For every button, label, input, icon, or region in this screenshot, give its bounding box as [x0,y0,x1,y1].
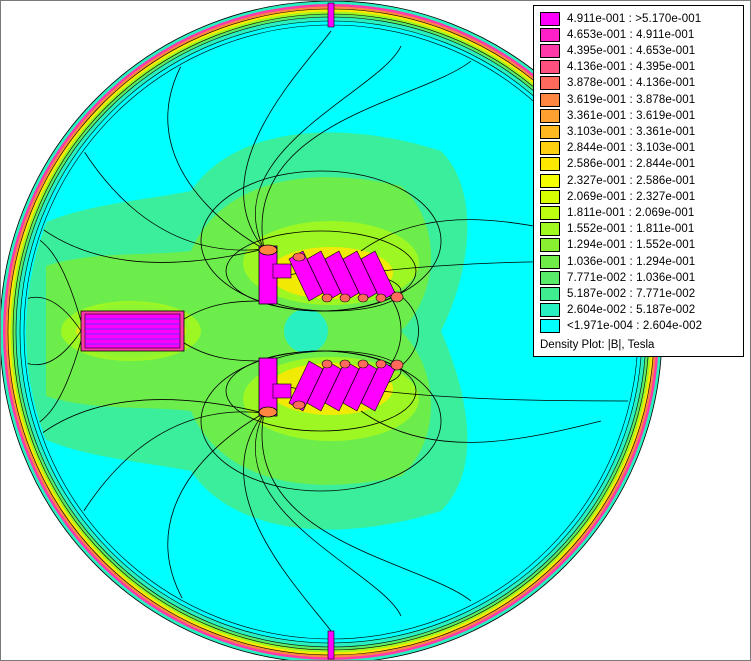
legend-label: 4.136e-001 : 4.395e-001 [567,61,696,74]
legend-label: 1.294e-001 : 1.552e-001 [567,239,696,252]
legend-label: <1.971e-004 : 2.604e-002 [567,320,703,333]
legend-label: 4.395e-001 : 4.653e-001 [567,44,696,57]
legend-label: 1.036e-001 : 1.294e-001 [567,255,696,268]
legend-label: 1.811e-001 : 2.069e-001 [567,206,695,219]
legend-label: 2.586e-001 : 2.844e-001 [567,158,696,171]
legend-label: 3.878e-001 : 4.136e-001 [567,77,696,90]
lower-pole [258,357,404,418]
shell-slot-markers [327,2,335,660]
legend-label: 4.653e-001 : 4.911e-001 [567,28,695,41]
legend-swatch [540,319,560,334]
legend-entry: 3.103e-001 : 3.361e-001 [540,124,695,139]
legend-label: 3.103e-001 : 3.361e-001 [567,125,696,138]
legend-entry: 1.552e-001 : 1.811e-001 [540,222,694,237]
legend-swatch [540,270,560,285]
legend-label: 1.552e-001 : 1.811e-001 [567,223,695,236]
left-core [73,301,191,361]
legend-entry: 1.294e-001 : 1.552e-001 [540,238,695,253]
legend-swatch [540,76,560,91]
legend-entry: 2.844e-001 : 3.103e-001 [540,141,695,156]
legend-swatch [540,173,560,188]
legend-label: 2.069e-001 : 2.327e-001 [567,190,696,203]
legend-swatch [540,157,560,172]
legend-entry: 4.395e-001 : 4.653e-001 [540,43,695,58]
legend-entry: 4.911e-001 : >5.170e-001 [540,11,701,26]
legend-entry: 3.619e-001 : 3.878e-001 [540,92,695,107]
legend-entry: 4.653e-001 : 4.911e-001 [540,27,694,42]
legend-panel: 4.911e-001 : >5.170e-001 4.653e-001 : 4.9… [533,5,744,357]
legend-swatch [540,92,560,107]
legend-label: 2.327e-001 : 2.586e-001 [567,174,696,187]
legend-entry: 3.361e-001 : 3.619e-001 [540,108,695,123]
legend-label: 7.771e-002 : 1.036e-001 [567,271,696,284]
legend-swatch [540,238,560,253]
legend-swatch [540,254,560,269]
legend-label: 3.619e-001 : 3.878e-001 [567,93,696,106]
legend-entry: 2.586e-001 : 2.844e-001 [540,157,695,172]
legend-entry: 2.604e-002 : 5.187e-002 [540,303,695,318]
legend-label: 2.844e-001 : 3.103e-001 [567,142,696,155]
legend-swatch [540,141,560,156]
legend-entry: 1.811e-001 : 2.069e-001 [540,205,694,220]
legend-swatch [540,11,560,26]
legend-label: 5.187e-002 : 7.771e-002 [567,287,696,300]
legend-swatch [540,60,560,75]
legend-entry: 1.036e-001 : 1.294e-001 [540,254,695,269]
legend-swatch [540,43,560,58]
legend-swatch [540,27,560,42]
legend-swatch [540,108,560,123]
legend-entry: 5.187e-002 : 7.771e-002 [540,286,695,301]
legend-label: 3.361e-001 : 3.619e-001 [567,109,696,122]
legend-label: 4.911e-001 : >5.170e-001 [567,12,702,25]
legend-swatch [540,286,560,301]
legend-swatch [540,205,560,220]
legend-swatch [540,303,560,318]
legend-swatch [540,189,560,204]
legend-swatch [540,124,560,139]
upper-pole [258,244,404,305]
legend-entry: <1.971e-004 : 2.604e-002 [540,319,702,334]
legend-label: 2.604e-002 : 5.187e-002 [567,304,696,317]
legend-entry: 7.771e-002 : 1.036e-001 [540,270,695,285]
legend-entry: 3.878e-001 : 4.136e-001 [540,76,695,91]
legend-caption: Density Plot: |B|, Tesla [540,339,655,351]
legend-entry: 2.327e-001 : 2.586e-001 [540,173,695,188]
legend-entry: 2.069e-001 : 2.327e-001 [540,189,695,204]
legend-swatch [540,222,560,237]
legend-entry: 4.136e-001 : 4.395e-001 [540,60,695,75]
